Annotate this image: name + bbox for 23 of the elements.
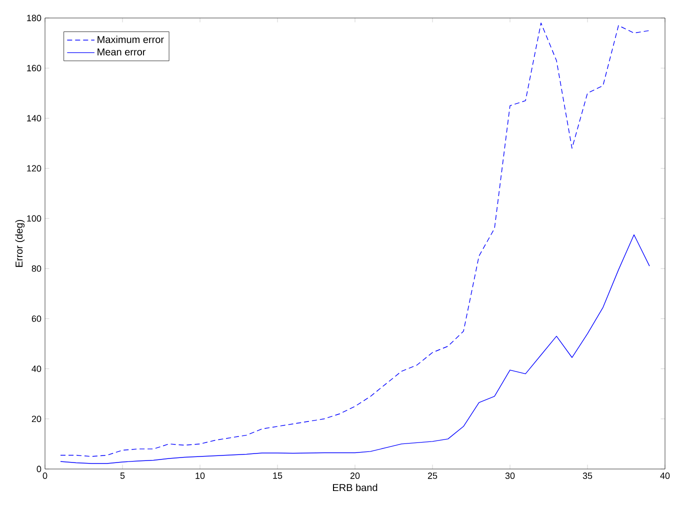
y-tick-label: 20 <box>32 416 42 422</box>
y-tick-label: 0 <box>36 466 42 472</box>
y-tick-label: 180 <box>27 14 42 22</box>
x-tick-label: 10 <box>196 472 205 479</box>
y-tick-label: 100 <box>27 215 42 222</box>
x-axis-title: ERB band <box>333 484 378 492</box>
x-tick-label: 35 <box>582 472 592 479</box>
x-tick-label: 15 <box>273 472 282 479</box>
x-tick-label: 20 <box>350 472 360 479</box>
x-tick-label: 25 <box>428 472 438 479</box>
x-tick-label: 40 <box>660 472 670 479</box>
y-axis-title: Error (deg) <box>15 220 25 267</box>
legend-label: Maximum error <box>98 36 164 44</box>
y-tick-label: 160 <box>27 64 42 72</box>
y-tick-label: 120 <box>27 165 42 172</box>
x-tick-label: 5 <box>120 472 125 479</box>
y-tick-label: 60 <box>32 315 42 322</box>
y-tick-label: 80 <box>32 265 42 272</box>
y-tick-label: 140 <box>27 115 42 122</box>
legend-label: Mean error <box>98 48 146 56</box>
y-tick-label: 40 <box>32 366 42 372</box>
x-tick-label: 30 <box>505 472 515 479</box>
x-tick-label: 0 <box>42 472 48 479</box>
